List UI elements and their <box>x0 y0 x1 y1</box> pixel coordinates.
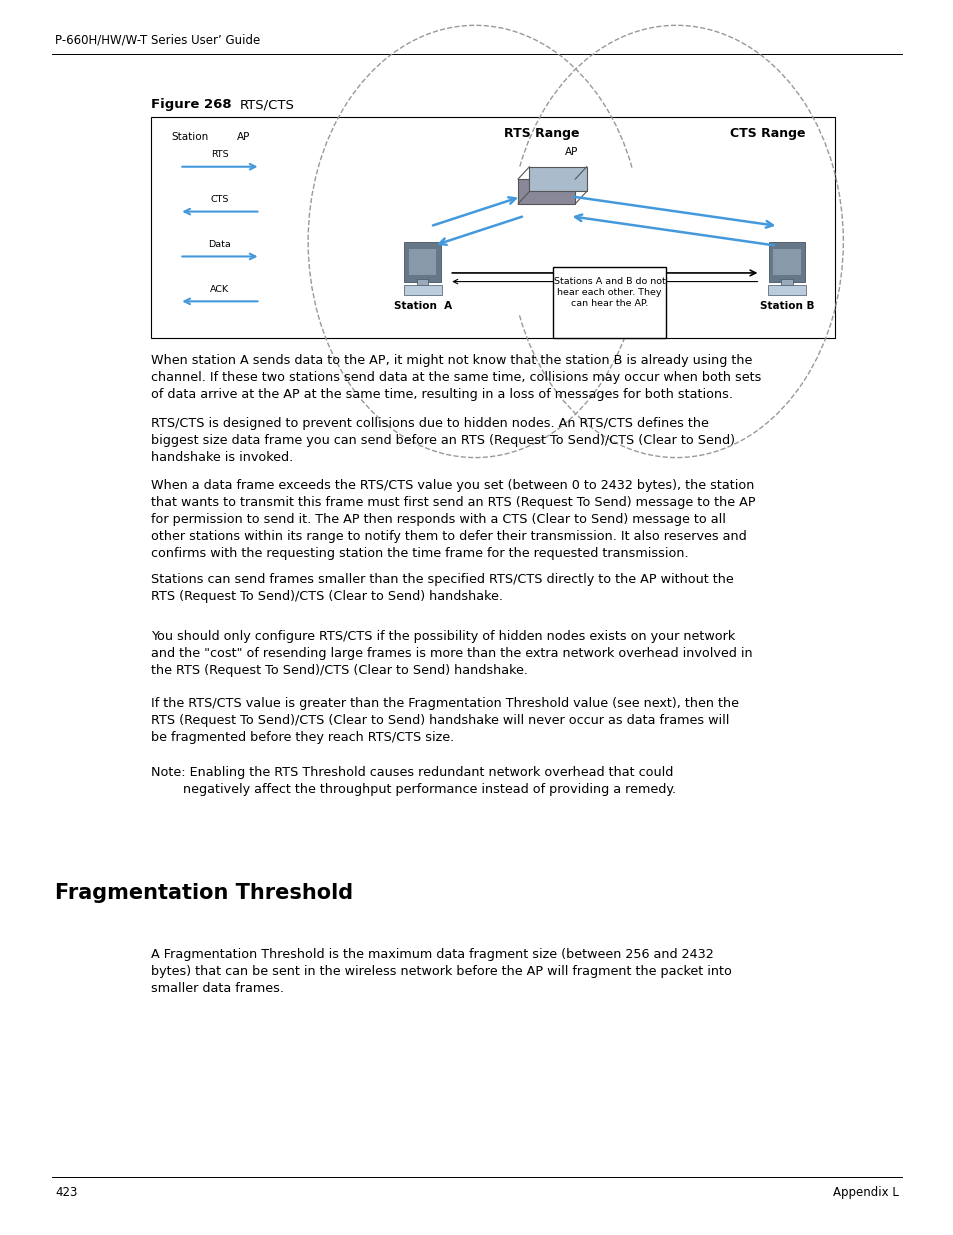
Text: Station  A: Station A <box>394 301 451 311</box>
Text: Note: Enabling the RTS Threshold causes redundant network overhead that could
  : Note: Enabling the RTS Threshold causes … <box>151 766 675 795</box>
Bar <box>553 267 665 338</box>
Text: AP: AP <box>236 132 250 142</box>
Text: 423: 423 <box>55 1186 77 1199</box>
Text: P-660H/HW/W-T Series User’ Guide: P-660H/HW/W-T Series User’ Guide <box>55 33 260 47</box>
Bar <box>767 285 805 295</box>
Bar <box>773 249 800 274</box>
Bar <box>403 285 441 295</box>
Text: Data: Data <box>209 240 231 249</box>
Text: Figure 268: Figure 268 <box>151 98 232 111</box>
Text: Fragmentation Threshold: Fragmentation Threshold <box>55 883 353 903</box>
Text: If the RTS/CTS value is greater than the Fragmentation Threshold value (see next: If the RTS/CTS value is greater than the… <box>151 697 738 743</box>
Text: ACK: ACK <box>210 285 230 294</box>
Bar <box>404 242 440 282</box>
Text: RTS/CTS: RTS/CTS <box>239 98 294 111</box>
Text: You should only configure RTS/CTS if the possibility of hidden nodes exists on y: You should only configure RTS/CTS if the… <box>151 630 752 677</box>
Bar <box>416 279 428 287</box>
Text: A Fragmentation Threshold is the maximum data fragment size (between 256 and 243: A Fragmentation Threshold is the maximum… <box>151 948 731 995</box>
Bar <box>151 117 834 338</box>
Text: Stations can send frames smaller than the specified RTS/CTS directly to the AP w: Stations can send frames smaller than th… <box>151 573 733 603</box>
Text: RTS: RTS <box>211 151 229 159</box>
Text: CTS Range: CTS Range <box>729 127 805 141</box>
Bar <box>529 167 586 191</box>
Text: Station: Station <box>172 132 209 142</box>
Text: Appendix L: Appendix L <box>832 1186 898 1199</box>
Bar <box>517 179 575 204</box>
Bar <box>409 249 436 274</box>
Bar <box>781 279 792 287</box>
Text: Station B: Station B <box>759 301 814 311</box>
Text: When station A sends data to the AP, it might not know that the station B is alr: When station A sends data to the AP, it … <box>151 354 760 401</box>
Text: Stations A and B do not
hear each other. They
can hear the AP.: Stations A and B do not hear each other.… <box>553 277 665 308</box>
Text: When a data frame exceeds the RTS/CTS value you set (between 0 to 2432 bytes), t: When a data frame exceeds the RTS/CTS va… <box>151 479 755 561</box>
Text: CTS: CTS <box>211 195 229 204</box>
Text: AP: AP <box>564 147 578 157</box>
Text: RTS/CTS is designed to prevent collisions due to hidden nodes. An RTS/CTS define: RTS/CTS is designed to prevent collision… <box>151 417 734 464</box>
Text: RTS Range: RTS Range <box>503 127 579 141</box>
Bar <box>768 242 804 282</box>
